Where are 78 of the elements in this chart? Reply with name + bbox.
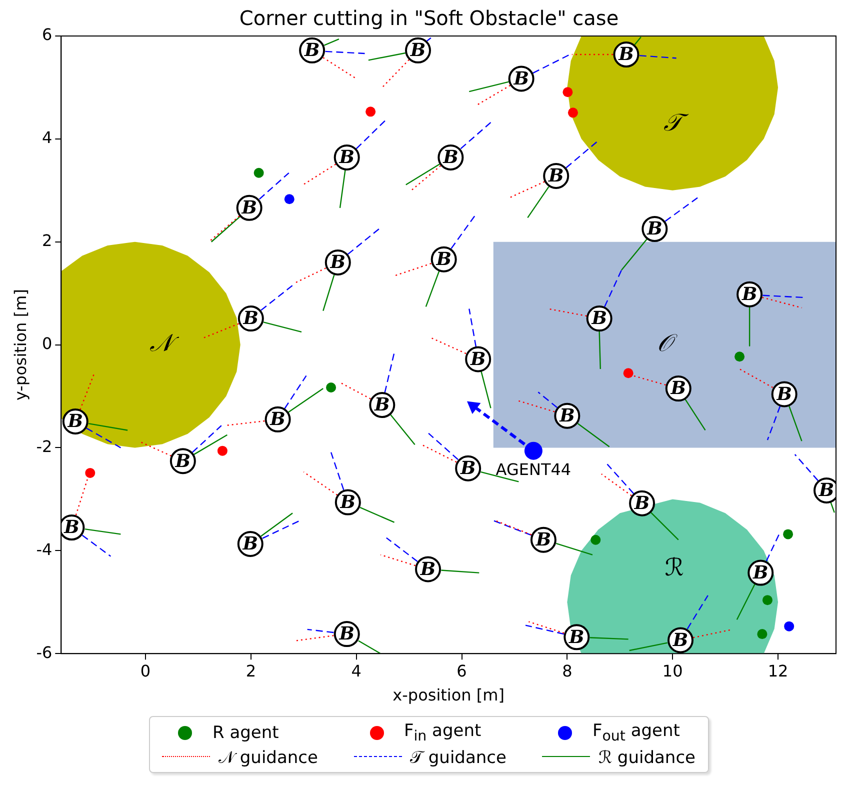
data-label: B [63, 517, 80, 538]
point [623, 368, 634, 378]
y-tick-label: 4 [42, 128, 52, 148]
data-label: B [568, 626, 584, 648]
data-label: B [339, 492, 356, 513]
chart-title: Corner cutting in "Soft Obstacle" case [239, 6, 619, 30]
data-label: B [590, 308, 607, 330]
data-label: B [174, 450, 191, 472]
data-label: B [534, 530, 552, 551]
y-tick-label: 0 [42, 334, 52, 353]
data-label: B [469, 348, 486, 370]
annotation: AGENT44 [496, 460, 572, 479]
legend-label: 𝒩 guidance [218, 748, 318, 768]
legend-label: ℛ guidance [598, 748, 696, 768]
point [568, 108, 578, 118]
y-tick-label: -2 [36, 436, 52, 456]
data-label: B [338, 624, 354, 645]
data-label: B [419, 558, 436, 580]
point [366, 106, 376, 117]
x-tick-label: 2 [246, 661, 256, 680]
data-label: B [818, 480, 834, 502]
series-label: 𝒯 [664, 108, 690, 136]
y-tick-label: 2 [42, 231, 52, 250]
data-label: B [303, 40, 320, 62]
data-label: B [242, 534, 258, 555]
x-axis-title: x-position [m] [392, 686, 504, 705]
point [326, 382, 336, 393]
data-label: B [459, 458, 476, 479]
x-tick-label: 0 [140, 661, 151, 680]
x-tick-label: 4 [351, 661, 362, 680]
data-label: B [618, 44, 634, 66]
x-tick-label: 10 [662, 661, 683, 680]
point [85, 468, 96, 478]
data-label: B [374, 394, 390, 416]
point [590, 534, 601, 545]
y-tick-label: -6 [36, 642, 52, 662]
data-label: B [269, 409, 286, 430]
data-label: B [672, 630, 688, 651]
legend-label: F$_{in}$ agent [404, 721, 482, 744]
legend-label: R agent [212, 722, 279, 743]
point [783, 529, 794, 540]
point [784, 621, 794, 632]
legend-label: 𝒯 guidance [410, 748, 506, 768]
x-tick-label: 12 [768, 661, 788, 680]
data-label: B [66, 411, 83, 432]
series-label: 𝒪 [657, 329, 678, 358]
y-axis-title: y-position [m] [10, 289, 30, 401]
point [562, 87, 573, 98]
data-label: B [242, 308, 259, 330]
legend-label: F$_{out}$ agent [592, 721, 680, 744]
series-label: 𝒩 [149, 329, 180, 358]
data-label: B [740, 284, 758, 306]
data-label: B [329, 252, 346, 274]
y-tick-label: 6 [42, 25, 52, 44]
series-label: ℛ [664, 554, 684, 582]
point [254, 168, 264, 178]
data-label: B [338, 147, 354, 168]
point [217, 446, 228, 456]
data-label: B [547, 166, 564, 187]
data-label: B [670, 378, 686, 400]
data-label: B [776, 384, 792, 405]
data-label: B [442, 147, 458, 168]
y-tick-label: -4 [36, 540, 52, 559]
point [762, 595, 772, 606]
point [757, 629, 768, 640]
data-label: B [558, 405, 575, 426]
point [524, 442, 542, 460]
x-tick-label: 6 [456, 661, 467, 680]
data-label: B [409, 40, 426, 62]
point [734, 352, 745, 362]
data-label: B [240, 198, 257, 219]
x-tick-label: 8 [562, 661, 572, 680]
data-label: B [633, 492, 650, 514]
data-label: B [512, 68, 529, 90]
data-label: B [752, 562, 768, 584]
data-label: B [435, 249, 452, 270]
data-label: B [646, 218, 662, 240]
point [284, 194, 294, 204]
